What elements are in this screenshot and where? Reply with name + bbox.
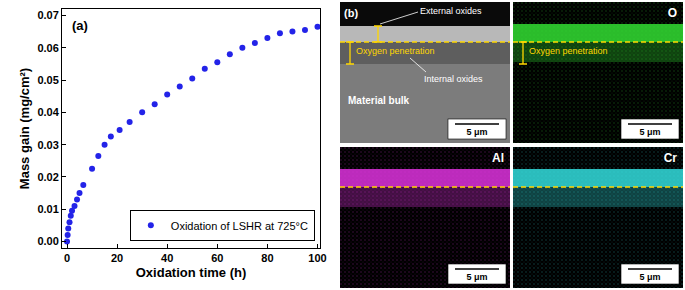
svg-text:Material bulk: Material bulk [348, 95, 410, 106]
svg-text:5 μm: 5 μm [466, 272, 487, 282]
svg-text:O: O [668, 6, 677, 20]
svg-text:Mass gain (mg/cm²): Mass gain (mg/cm²) [17, 68, 32, 189]
svg-text:0.03: 0.03 [37, 139, 58, 151]
svg-text:40: 40 [161, 252, 173, 264]
svg-text:Cr: Cr [664, 151, 678, 165]
svg-text:0: 0 [64, 252, 70, 264]
svg-text:Oxidation time (h): Oxidation time (h) [136, 265, 247, 280]
svg-text:Oxygen penetration: Oxygen penetration [356, 46, 435, 56]
svg-text:(b): (b) [344, 7, 358, 19]
svg-text:0.00: 0.00 [37, 235, 58, 247]
svg-text:0.05: 0.05 [37, 74, 58, 86]
svg-text:Internal oxides: Internal oxides [424, 74, 483, 84]
svg-text:0.04: 0.04 [37, 106, 59, 118]
svg-text:5 μm: 5 μm [639, 127, 660, 137]
svg-text:Al: Al [492, 151, 504, 165]
svg-text:60: 60 [211, 252, 223, 264]
svg-text:100: 100 [308, 252, 326, 264]
svg-text:5 μm: 5 μm [466, 127, 487, 137]
svg-text:(a): (a) [72, 18, 88, 33]
svg-text:0.06: 0.06 [37, 42, 58, 54]
svg-text:5 μm: 5 μm [639, 272, 660, 282]
svg-text:0.02: 0.02 [37, 171, 58, 183]
svg-text:Oxidation of LSHR at 725°C: Oxidation of LSHR at 725°C [171, 220, 308, 232]
svg-text:0.01: 0.01 [37, 203, 58, 215]
svg-text:Oxygen penetration: Oxygen penetration [529, 46, 608, 56]
svg-text:External oxides: External oxides [420, 6, 482, 16]
svg-text:80: 80 [261, 252, 273, 264]
svg-text:20: 20 [111, 252, 123, 264]
svg-text:0.07: 0.07 [37, 9, 58, 21]
